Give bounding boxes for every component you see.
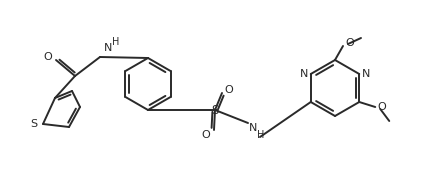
Text: O: O — [225, 85, 233, 95]
Text: N: N — [362, 69, 371, 79]
Text: N: N — [299, 69, 308, 79]
Text: N: N — [249, 123, 257, 133]
Text: O: O — [345, 38, 354, 48]
Text: S: S — [211, 103, 219, 116]
Text: O: O — [201, 130, 210, 140]
Text: N: N — [104, 43, 112, 53]
Text: H: H — [257, 130, 265, 140]
Text: S: S — [30, 119, 37, 129]
Text: O: O — [378, 102, 387, 112]
Text: O: O — [43, 52, 52, 62]
Text: H: H — [112, 37, 120, 47]
